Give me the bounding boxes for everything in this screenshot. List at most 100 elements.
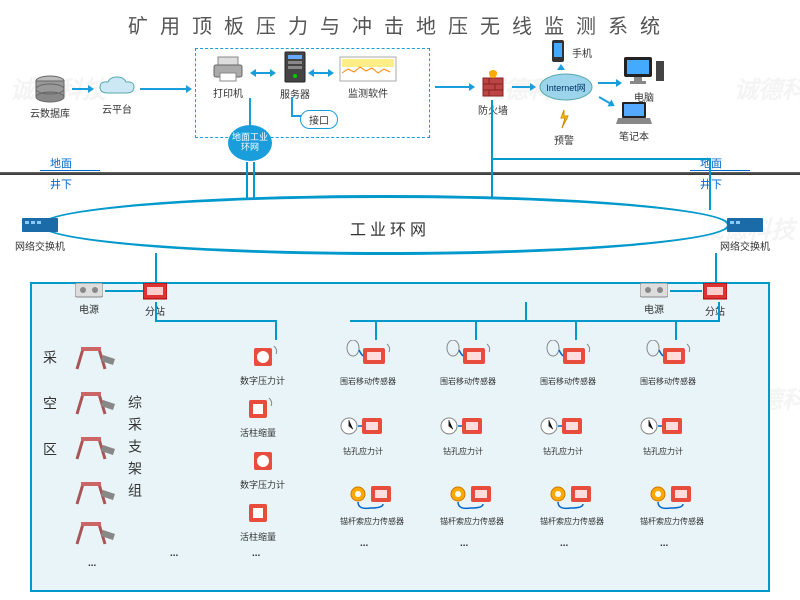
alert-label: 预警 [554, 136, 574, 147]
substation-icon [703, 283, 727, 301]
power-left: 电源 [75, 283, 103, 316]
database-label: 云数据库 [30, 109, 70, 120]
interface-label: 接口 [300, 110, 338, 129]
cloud-node: 云平台 [98, 75, 136, 116]
connector [670, 290, 702, 292]
connector [715, 253, 717, 285]
substation-right: 分站 [703, 283, 727, 318]
mining-area-label: 采 空 区 [40, 350, 60, 464]
support-icon [75, 390, 117, 418]
computer-icon [622, 55, 666, 87]
arrow [512, 86, 534, 88]
dots: ... [252, 548, 260, 559]
underground-r-label: 井下 [700, 176, 722, 192]
printer-icon [210, 55, 246, 83]
connector [155, 320, 275, 322]
alert-node: 预警 [554, 108, 574, 147]
arrow [598, 82, 620, 84]
piston-label: 活柱缩量 [240, 532, 276, 542]
cloud-label: 云平台 [102, 105, 132, 116]
phone-label: 手机 [572, 45, 592, 60]
anchor-sensor: 锚杆索应力传感器 [340, 480, 404, 527]
piston-1: 活柱缩量 [240, 394, 276, 439]
piston-icon [243, 394, 273, 424]
drill-icon [540, 410, 586, 444]
connector [291, 97, 293, 115]
drill-sensor: 钻孔应力计 [540, 410, 586, 457]
laptop-node: 笔记本 [614, 100, 654, 143]
anchor-label: 锚杆索应力传感器 [340, 517, 404, 526]
server-label: 服务器 [280, 90, 310, 101]
drill-icon [440, 410, 486, 444]
rock-sensor: 围岩移动传感器 [340, 340, 396, 387]
ring-net-node: 地面工业环网 [228, 125, 272, 161]
dots: ... [88, 558, 96, 569]
pressure-label: 数字压力计 [240, 480, 285, 490]
interface-node: 接口 [300, 110, 338, 129]
connector [253, 162, 255, 202]
dots: ... [660, 538, 668, 549]
server-icon [283, 50, 307, 84]
firewall-node: 防火墙 [478, 70, 508, 117]
support-icon [75, 435, 117, 463]
dots: ... [560, 538, 568, 549]
power-label: 电源 [644, 305, 664, 316]
drill-icon [340, 410, 386, 444]
switch-label: 网络交换机 [720, 242, 770, 253]
printer-label: 打印机 [213, 89, 243, 100]
arrow [72, 88, 92, 90]
switch-left: 网络交换机 [15, 218, 65, 253]
piston-label: 活柱缩量 [240, 428, 276, 438]
dots: ... [360, 538, 368, 549]
drill-label: 钻孔应力计 [643, 447, 683, 456]
connector [475, 320, 477, 340]
pressure-icon [248, 342, 278, 372]
diagram-title: 矿用顶板压力与冲击地压无线监测系统 [0, 0, 800, 49]
computer-node: 电脑 [622, 55, 666, 104]
connector [525, 302, 527, 322]
connector [350, 320, 720, 322]
pressure-2: 数字压力计 [240, 446, 285, 491]
rock-sensor: 围岩移动传感器 [540, 340, 596, 387]
dots: ... [460, 538, 468, 549]
connector [155, 302, 157, 322]
pressure-icon [248, 446, 278, 476]
laptop-label: 笔记本 [619, 132, 649, 143]
rock-sensor: 围岩移动传感器 [640, 340, 696, 387]
connector [491, 158, 711, 160]
support-icon [75, 520, 117, 548]
rock-icon [345, 340, 391, 374]
substation-label: 分站 [705, 307, 725, 318]
power-label: 电源 [79, 305, 99, 316]
anchor-icon [549, 480, 595, 514]
anchor-label: 锚杆索应力传感器 [540, 517, 604, 526]
rock-icon [445, 340, 491, 374]
support-group-label: 综采支架组 [125, 395, 145, 505]
switch-icon [727, 218, 763, 236]
divider [0, 172, 800, 175]
power-icon [640, 283, 668, 299]
ring-label: 工业环网 [350, 216, 430, 240]
firewall-label: 防火墙 [478, 106, 508, 117]
support-5 [75, 520, 117, 551]
connector [249, 98, 251, 126]
connector [291, 115, 301, 117]
arrow [140, 88, 190, 90]
support-icon [75, 480, 117, 508]
anchor-sensor: 锚杆索应力传感器 [440, 480, 504, 527]
drill-icon [640, 410, 686, 444]
switch-icon [22, 218, 58, 236]
alert-icon [554, 108, 574, 130]
anchor-icon [449, 480, 495, 514]
connector [718, 302, 720, 322]
internet-icon: Internet网 [538, 72, 594, 102]
connector [246, 162, 248, 202]
arrow [310, 72, 332, 74]
drill-label: 钻孔应力计 [343, 447, 383, 456]
anchor-label: 锚杆索应力传感器 [440, 517, 504, 526]
power-right: 电源 [640, 283, 668, 316]
anchor-icon [649, 480, 695, 514]
rock-label: 围岩移动传感器 [440, 377, 496, 386]
drill-sensor: 钻孔应力计 [340, 410, 386, 457]
anchor-icon [349, 480, 395, 514]
